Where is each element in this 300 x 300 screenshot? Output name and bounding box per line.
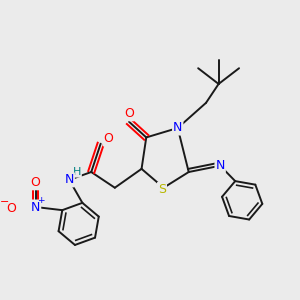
Text: O: O bbox=[31, 176, 40, 189]
Text: −: − bbox=[0, 197, 9, 207]
Text: N: N bbox=[173, 122, 182, 134]
Text: N: N bbox=[64, 173, 74, 186]
Text: H: H bbox=[73, 167, 81, 177]
Text: O: O bbox=[6, 202, 16, 215]
Text: +: + bbox=[38, 196, 45, 205]
Text: N: N bbox=[31, 200, 40, 214]
Text: S: S bbox=[158, 183, 166, 196]
Text: O: O bbox=[103, 133, 113, 146]
Text: O: O bbox=[124, 107, 134, 120]
Text: N: N bbox=[215, 159, 225, 172]
